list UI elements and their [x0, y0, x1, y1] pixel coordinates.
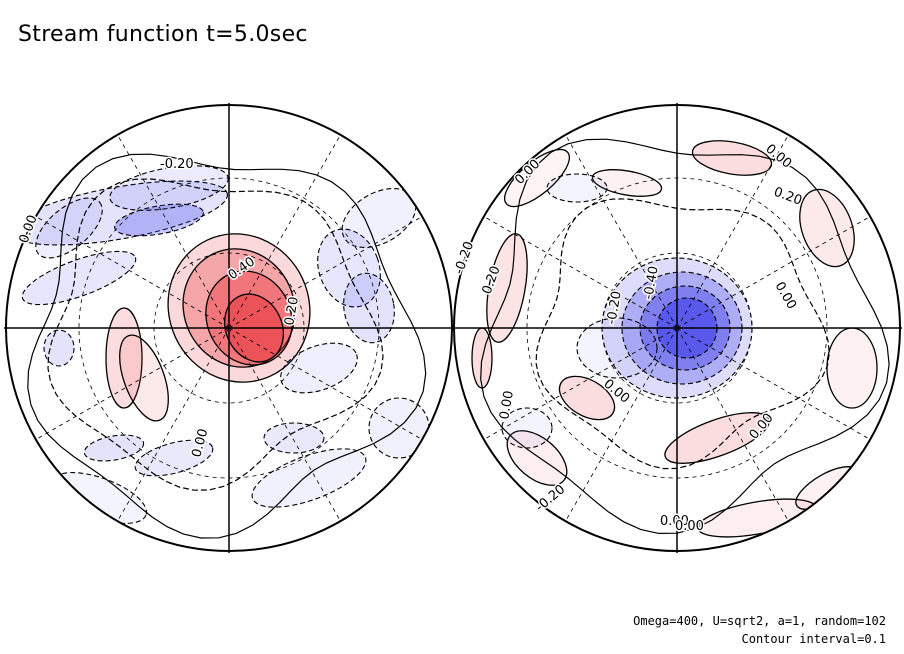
left-contour-line	[105, 307, 143, 409]
right-contour-label: 0.00	[660, 514, 689, 529]
right-contour-line	[591, 169, 663, 197]
right-shade-region	[507, 430, 567, 486]
right-shade-region	[592, 169, 662, 197]
right-contour-line	[558, 375, 616, 421]
left-shade-region	[369, 398, 429, 458]
left-meridian	[228, 134, 341, 329]
contour-interval-label: Contour interval=0.1	[741, 632, 887, 646]
right-contour-label: 0.00	[497, 390, 517, 421]
left-meridian	[117, 134, 230, 329]
right-meridian	[565, 134, 678, 329]
right-contour-line	[546, 173, 608, 203]
left-shade-region	[280, 343, 358, 393]
right-contour-line	[799, 188, 855, 268]
right-shade-region	[559, 376, 615, 420]
left-shade-region	[109, 165, 229, 211]
left-shade-region	[342, 188, 416, 248]
left-contour-line	[114, 203, 204, 237]
left-meridian	[35, 216, 230, 329]
right-shade-region	[664, 412, 770, 464]
chart-title: Stream function t=5.0sec	[18, 22, 308, 47]
right-meridian	[676, 327, 789, 522]
left-shade-region	[106, 308, 142, 408]
left-contour-line	[167, 233, 311, 383]
left-shade-region	[22, 251, 136, 305]
right-shade-region	[504, 149, 570, 207]
left-shade-region	[343, 273, 395, 343]
left-contour-line	[134, 439, 214, 477]
right-shade-region	[827, 328, 877, 408]
right-shade-region	[697, 499, 817, 537]
left-meridian	[35, 327, 230, 440]
left-meridian	[228, 216, 423, 329]
right-meridian	[676, 134, 789, 329]
left-contour-label: 0.20	[282, 296, 302, 327]
right-meridian	[483, 327, 678, 440]
left-contour-line	[43, 329, 75, 367]
right-contour-line	[664, 412, 770, 464]
left-shade-region	[264, 423, 324, 453]
left-contour-line	[119, 334, 169, 422]
right-contour-label: -0.40	[641, 265, 662, 301]
right-shade-region	[577, 318, 657, 378]
right-contour-label: -0.20	[604, 290, 625, 326]
right-contour-line	[691, 140, 773, 176]
right-meridian	[676, 327, 871, 440]
right-contour-line	[501, 407, 553, 449]
left-contour-line	[263, 422, 325, 454]
left-shade-region	[119, 335, 169, 421]
right-meridian	[483, 216, 678, 329]
chart-overlay: -0.200.000.400.200.000.000.000.20-0.200.…	[4, 103, 902, 553]
left-shade-region	[252, 448, 366, 508]
left-contour-line	[317, 228, 381, 308]
right-meridian	[676, 216, 871, 329]
left-contour-line	[83, 434, 145, 462]
left-contour-label: -0.20	[160, 157, 194, 172]
right-shade-region	[799, 189, 855, 267]
left-contour-line	[109, 165, 229, 211]
parameters-label: Omega=400, U=sqrt2, a=1, random=102	[633, 614, 886, 628]
left-contour-line	[21, 250, 137, 306]
right-shade-region	[486, 233, 528, 343]
right-shade-region	[502, 408, 552, 448]
left-contour-line	[182, 248, 296, 368]
right-contour-label: 0.00	[675, 519, 704, 534]
left-shade-region	[114, 204, 204, 236]
left-meridian	[228, 327, 423, 440]
right-contour-line	[486, 233, 528, 343]
left-shade-region	[84, 435, 144, 461]
left-shade-region	[317, 229, 381, 307]
left-meridian	[228, 327, 341, 522]
left-meridian	[117, 327, 230, 522]
left-zero-contour	[27, 153, 427, 539]
right-shade-region	[692, 140, 772, 176]
left-contour-line	[251, 448, 367, 508]
right-zero-contour	[535, 198, 830, 470]
right-hemisphere-panel	[454, 105, 900, 551]
left-contour-line	[343, 272, 395, 344]
right-contour-line	[576, 317, 658, 379]
right-meridian	[565, 327, 678, 522]
left-shade-region	[51, 472, 147, 524]
left-shade-region	[10, 181, 228, 245]
left-shade-region	[44, 330, 74, 366]
